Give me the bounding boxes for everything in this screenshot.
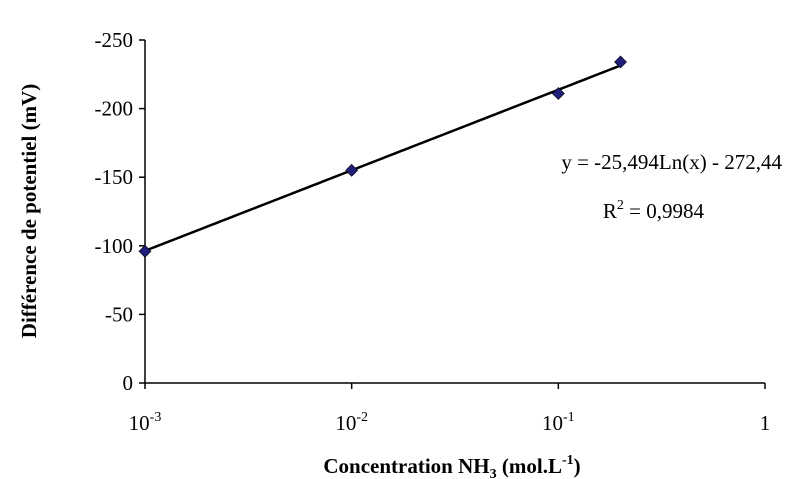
x-tick-exponent: -3 [150,410,162,425]
r-squared-value: = 0,9984 [624,199,705,223]
r-squared-prefix: R [603,199,617,223]
x-tick-label: 10-3 [129,410,162,435]
x-tick-exponent: -2 [356,410,368,425]
trend-equation: y = -25,494Ln(x) - 272,44 [561,150,782,174]
y-tick-label: -250 [95,28,134,52]
x-tick-base: 10 [335,411,356,435]
data-point [345,163,359,177]
trendline [144,64,622,252]
data-point [138,244,152,258]
x-ticks: 10-3 10-2 10-1 1 [129,383,771,435]
x-tick-base: 10 [542,411,563,435]
x-axis-title-close: ) [574,454,581,478]
y-tick-label: 0 [123,371,134,395]
x-axis-title: Concentration NH3 (mol.L-1) [323,453,580,479]
x-tick-label: 10-2 [335,410,368,435]
x-axis-title-paren: (mol.L [497,454,562,478]
x-tick-label: 1 [760,411,771,435]
x-tick-label: 10-1 [542,410,575,435]
r-squared-exponent: 2 [617,198,624,213]
y-tick-label: -200 [95,97,134,121]
x-axis-title-sup: -1 [562,453,574,468]
x-tick-exponent: -1 [563,410,575,425]
y-axis-title: Différence de potentiel (mV) [17,84,41,338]
r-squared: R2 = 0,9984 [603,198,705,223]
y-tick-label: -100 [95,234,134,258]
x-tick-base: 1 [760,411,771,435]
x-axis-title-sub: 3 [490,467,497,479]
y-ticks: 0 -50 -100 -150 -200 -250 [95,28,145,395]
y-tick-label: -150 [95,165,134,189]
x-tick-base: 10 [129,411,150,435]
y-tick-label: -50 [105,302,133,326]
x-axis-title-main: Concentration NH [323,454,489,478]
data-points [138,55,627,258]
data-point [551,87,565,100]
data-point [614,55,627,69]
